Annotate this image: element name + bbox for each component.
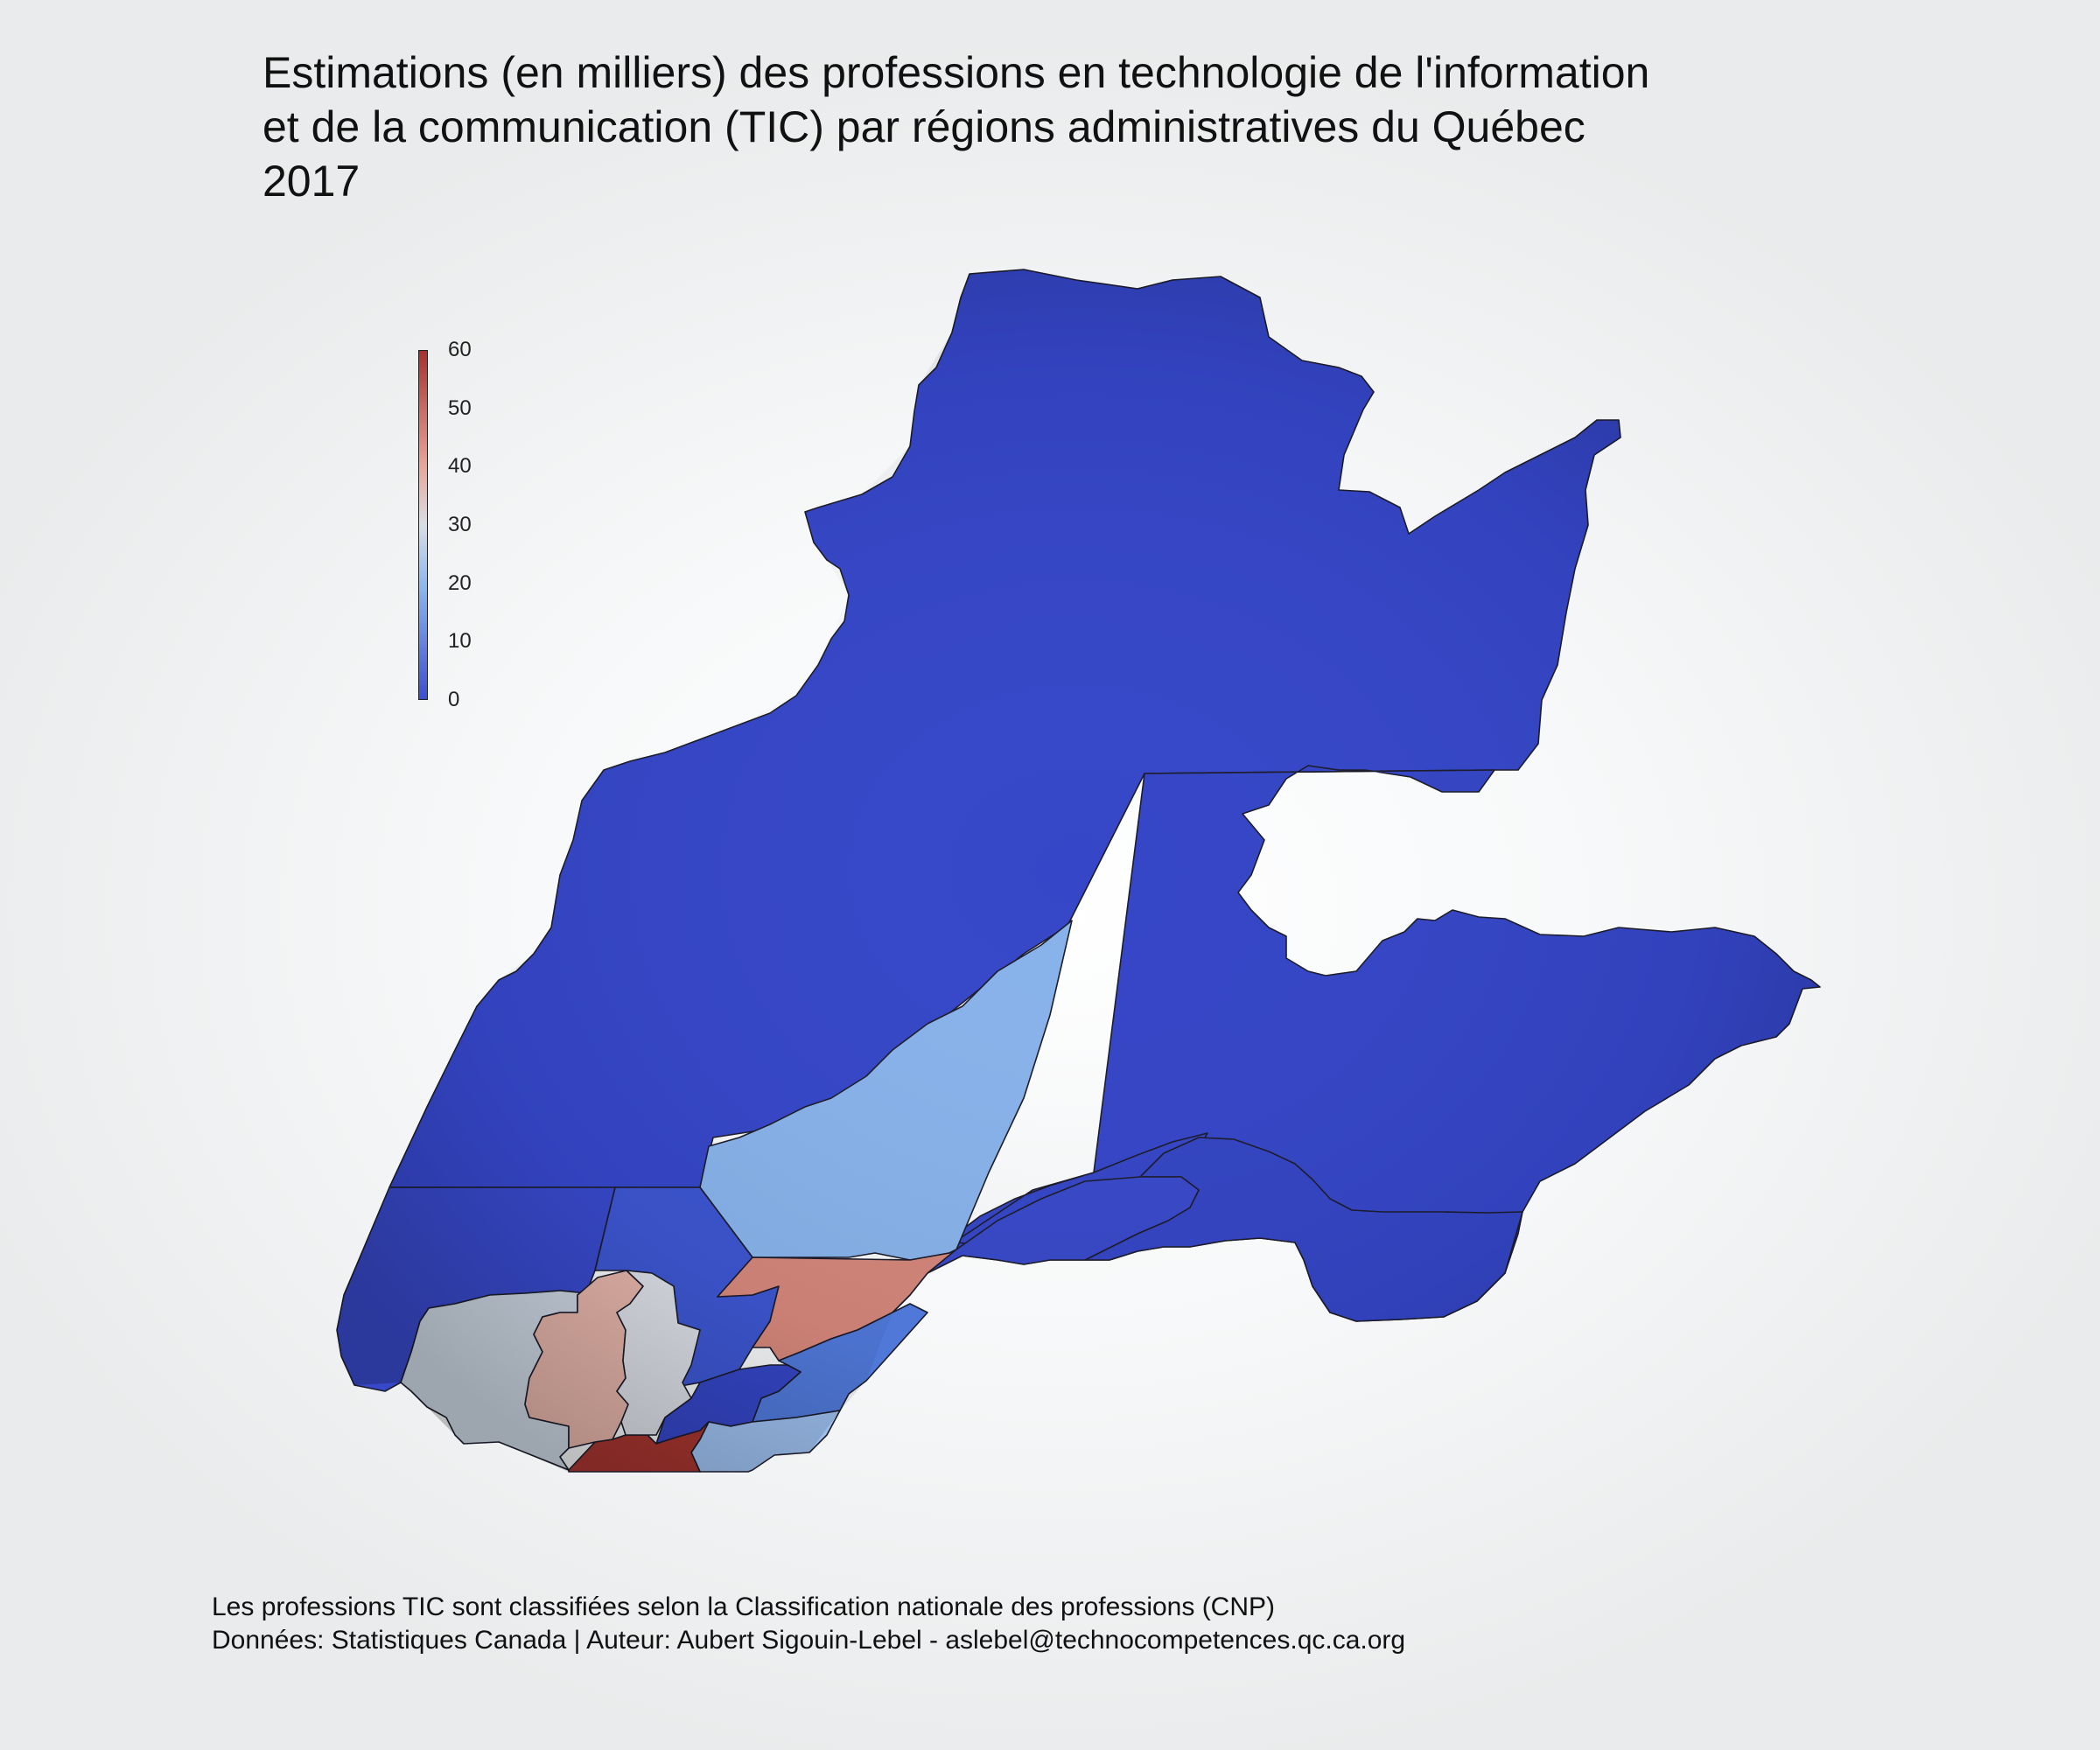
legend-tick-60: 60 [448,338,472,361]
map-title: Estimations (en milliers) des profession… [262,46,1925,208]
source-caption: Les professions TIC sont classifiées sel… [212,1591,1405,1657]
legend-tick-0: 0 [448,688,460,711]
caption-line-2: Données: Statistiques Canada | Auteur: A… [212,1626,1406,1655]
legend-tick-50: 50 [448,396,472,420]
title-line-3: 2017 [262,157,360,206]
color-legend: 60 50 40 30 20 10 0 [418,340,523,711]
legend-tick-10: 10 [448,629,472,654]
legend-color-bar [418,350,428,700]
legend-tick-40: 40 [448,454,472,479]
caption-line-1: Les professions TIC sont classifiées sel… [212,1592,1276,1621]
title-line-1: Estimations (en milliers) des profession… [262,48,1650,97]
legend-tick-30: 30 [448,513,472,536]
legend-tick-20: 20 [448,570,472,595]
title-line-2: et de la communication (TIC) par régions… [262,102,1586,151]
